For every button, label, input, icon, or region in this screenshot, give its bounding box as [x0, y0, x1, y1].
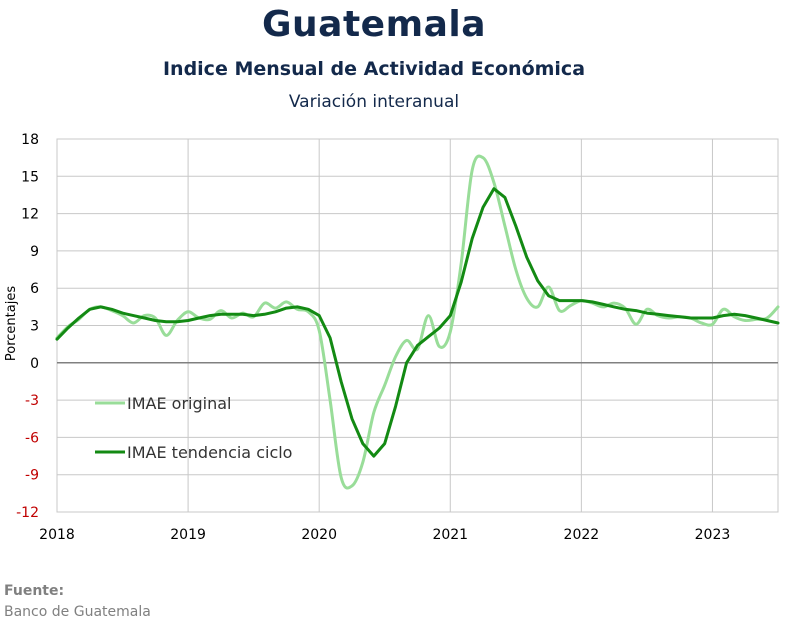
- x-tick-label: 2021: [432, 527, 468, 543]
- source-label: Fuente:: [4, 583, 65, 599]
- y-tick-label: 3: [30, 319, 39, 335]
- y-tick-label: -9: [25, 468, 39, 484]
- page-title: Guatemala: [261, 4, 487, 45]
- y-tick-label: -3: [25, 393, 39, 409]
- x-tick-label: 2023: [695, 527, 731, 543]
- source-value: Banco de Guatemala: [4, 604, 151, 620]
- x-tick-label: 2018: [39, 527, 75, 543]
- x-tick-label: 2020: [301, 527, 337, 543]
- y-tick-label: 18: [21, 132, 39, 148]
- x-tick-label: 2019: [170, 527, 206, 543]
- y-tick-label: 6: [30, 281, 39, 297]
- y-tick-label: -6: [25, 430, 39, 446]
- y-tick-label: 9: [30, 244, 39, 260]
- legend-label: IMAE tendencia ciclo: [127, 443, 292, 462]
- series-imae-tendencia-ciclo: [55, 187, 780, 458]
- y-tick-label: 15: [21, 169, 39, 185]
- legend-label: IMAE original: [127, 394, 231, 413]
- y-tick-label: -12: [16, 505, 39, 521]
- gridlines: [56, 138, 779, 513]
- chart-subtitle-secondary: Variación interanual: [288, 92, 460, 112]
- series-lines: [55, 154, 780, 490]
- chart-subtitle: Indice Mensual de Actividad Económica: [162, 58, 586, 80]
- y-tick-label: 12: [21, 207, 39, 223]
- y-axis-label: Porcentajes: [4, 286, 19, 361]
- legend: IMAE original IMAE tendencia ciclo: [95, 394, 292, 462]
- y-tick-label: 0: [30, 356, 39, 372]
- x-tick-label: 2022: [564, 527, 600, 543]
